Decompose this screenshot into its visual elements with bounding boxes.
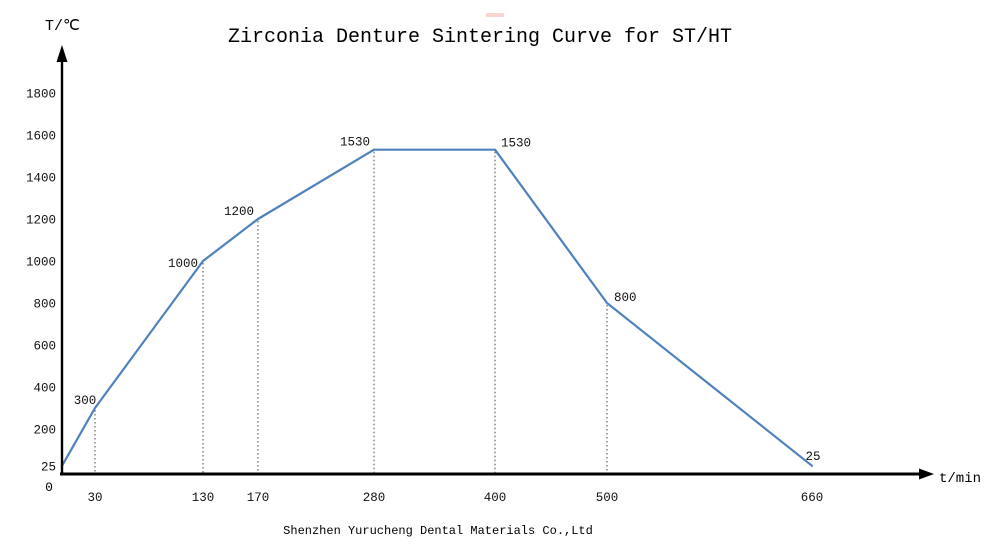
point-value-label: 1000: [168, 257, 198, 271]
y-tick-label: 400: [33, 382, 56, 396]
y-tick-label: 800: [33, 298, 56, 312]
x-tick-label: 280: [363, 491, 386, 505]
company-footer: Shenzhen Yurucheng Dental Materials Co.,…: [283, 524, 593, 538]
y-axis-label: T/℃: [45, 18, 80, 35]
y-axis-arrowhead: [56, 45, 68, 62]
red-artifact-mark: [486, 13, 504, 17]
y-tick-label: 1200: [26, 214, 56, 228]
point-value-label: 300: [74, 394, 97, 408]
y-tick-label: 200: [33, 424, 56, 438]
point-value-label: 1200: [224, 205, 254, 219]
x-axis-label: t/min: [939, 471, 982, 487]
point-value-label: 25: [805, 450, 820, 464]
point-value-label: 800: [614, 291, 637, 305]
chart-title: Zirconia Denture Sintering Curve for ST/…: [227, 26, 733, 49]
x-tick-label: 130: [192, 491, 215, 505]
x-tick-label: 30: [87, 491, 102, 505]
y-tick-label: 1600: [26, 130, 56, 144]
x-tick-label: 400: [484, 491, 507, 505]
point-value-label: 1530: [340, 136, 370, 150]
x-tick-label: 170: [247, 491, 270, 505]
y-tick-label: 1400: [26, 172, 56, 186]
y-tick-label: 600: [33, 340, 56, 354]
origin-zero-label: 0: [45, 480, 53, 495]
y-tick-label: 1000: [26, 256, 56, 270]
point-value-label: 1530: [501, 137, 531, 151]
x-tick-label: 660: [801, 491, 824, 505]
y-tick-label: 25: [41, 460, 56, 474]
x-tick-label: 500: [596, 491, 619, 505]
curve-line: [60, 148, 814, 467]
x-axis-arrowhead: [919, 468, 934, 480]
y-tick-label: 1800: [26, 88, 56, 102]
